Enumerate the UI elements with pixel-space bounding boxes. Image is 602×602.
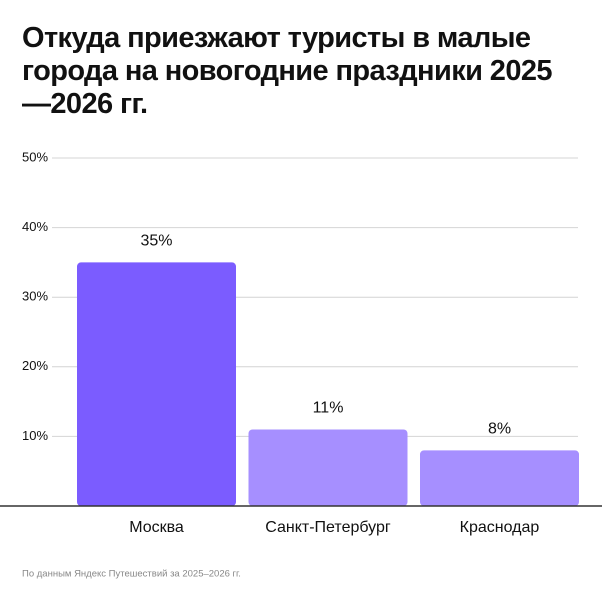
y-tick-label: 40% <box>22 219 48 234</box>
x-tick-label: Краснодар <box>460 519 540 536</box>
source-note: По данным Яндекс Путешествий за 2025–202… <box>22 569 241 580</box>
bar <box>248 429 408 506</box>
value-label: 11% <box>313 400 344 417</box>
x-tick-label: Москва <box>129 519 184 536</box>
y-tick-label: 50% <box>22 149 48 164</box>
bar <box>77 262 236 506</box>
value-label: 35% <box>140 233 172 250</box>
value-label: 8% <box>488 421 511 438</box>
chart-title: Откуда приезжают туристы в малые города … <box>22 22 553 120</box>
bar <box>420 450 579 506</box>
y-tick-label: 20% <box>22 358 48 373</box>
y-tick-label: 30% <box>22 289 48 304</box>
x-tick-label: Санкт-Петербург <box>265 519 391 536</box>
y-tick-label: 10% <box>22 428 48 443</box>
